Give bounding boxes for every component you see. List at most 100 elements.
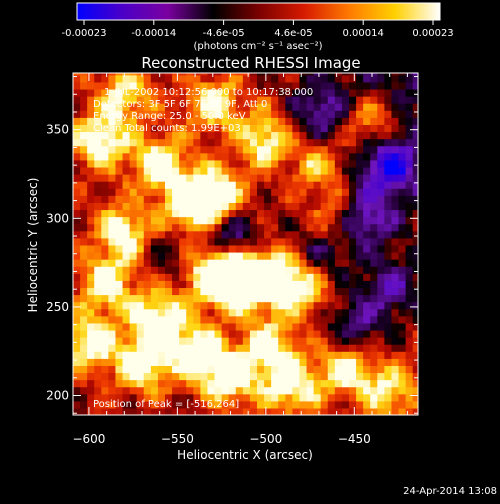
heatmap-cell <box>73 393 81 402</box>
heatmap-cell <box>228 230 237 239</box>
heatmap-cell <box>278 209 286 218</box>
heatmap-cell <box>101 73 109 76</box>
heatmap-cell <box>349 393 357 402</box>
heatmap-cell <box>101 386 109 395</box>
heatmap-cell <box>377 386 385 395</box>
heatmap-cell <box>249 74 258 83</box>
heatmap-cell <box>150 372 159 381</box>
heatmap-cell <box>278 230 286 239</box>
heatmap-cell <box>306 174 315 182</box>
heatmap-cell <box>412 230 418 239</box>
heatmap-cell <box>157 223 166 232</box>
heatmap-cell <box>228 259 237 267</box>
heatmap-cell <box>306 294 315 303</box>
heatmap-cell <box>242 351 251 359</box>
heatmap-cell <box>73 209 81 218</box>
heatmap-cell <box>221 266 230 274</box>
heatmap-cell <box>143 138 152 147</box>
heatmap-cell <box>278 96 286 104</box>
heatmap-cell <box>412 174 418 182</box>
heatmap-cell <box>115 386 124 395</box>
heatmap-cell <box>172 344 180 352</box>
heatmap-cell <box>87 365 95 374</box>
heatmap-cell <box>207 329 216 338</box>
heatmap-cell <box>214 329 223 338</box>
heatmap-cell <box>320 216 329 225</box>
heatmap-cell <box>136 329 145 338</box>
heatmap-cell <box>405 131 414 140</box>
heatmap-cell <box>384 322 393 331</box>
heatmap-cell <box>129 244 138 253</box>
heatmap-cell <box>249 372 258 381</box>
heatmap-cell <box>228 400 237 409</box>
heatmap-cell <box>398 73 407 76</box>
heatmap-cell <box>129 273 138 281</box>
heatmap-cell <box>115 372 124 381</box>
heatmap-cell <box>200 188 209 196</box>
heatmap-cell <box>249 110 258 118</box>
heatmap-cell <box>165 379 173 388</box>
heatmap-cell <box>200 251 209 260</box>
heatmap-cell <box>108 209 117 218</box>
heatmap-cell <box>377 358 385 366</box>
heatmap-cell <box>207 322 216 331</box>
heatmap-cell <box>370 230 378 239</box>
heatmap-cell <box>278 308 286 317</box>
heatmap-cell <box>221 365 230 374</box>
heatmap-cell <box>278 329 286 338</box>
heatmap-cell <box>193 188 201 196</box>
heatmap-cell <box>341 103 350 111</box>
heatmap-cell <box>122 81 131 90</box>
heatmap-cell <box>165 152 173 161</box>
heatmap-cell <box>200 280 209 289</box>
heatmap-cell <box>108 103 117 111</box>
heatmap-cell <box>179 329 187 338</box>
heatmap-cell <box>356 308 364 317</box>
heatmap-cell <box>405 88 414 97</box>
heatmap-cell <box>334 103 343 111</box>
heatmap-cell <box>214 230 223 239</box>
heatmap-cell <box>341 322 350 331</box>
heatmap-cell <box>299 294 308 303</box>
heatmap-cell <box>172 266 180 274</box>
heatmap-cell <box>242 188 251 196</box>
heatmap-cell <box>356 73 364 76</box>
heatmap-cell <box>356 266 364 274</box>
heatmap-cell <box>320 152 329 161</box>
heatmap-cell <box>313 166 322 175</box>
heatmap-cell <box>341 202 350 211</box>
footer-date: 24-Apr-2014 13:08 <box>403 486 497 497</box>
heatmap-cell <box>320 88 329 97</box>
heatmap-cell <box>122 259 131 267</box>
heatmap-cell <box>80 103 88 111</box>
heatmap-cell <box>150 393 159 402</box>
heatmap-cell <box>108 273 117 281</box>
heatmap-cell <box>80 159 88 168</box>
heatmap-cell <box>391 329 400 338</box>
heatmap-cell <box>264 73 272 76</box>
heatmap-cell <box>384 166 393 175</box>
heatmap-cell <box>157 308 166 317</box>
heatmap-cell <box>108 88 117 97</box>
heatmap-cell <box>285 400 293 409</box>
heatmap-cell <box>73 358 81 366</box>
heatmap-cell <box>235 209 244 218</box>
heatmap-cell <box>278 259 286 267</box>
heatmap-cell <box>320 159 329 168</box>
heatmap-cell <box>384 386 393 395</box>
heatmap-cell <box>143 386 152 395</box>
heatmap-cell <box>115 188 124 196</box>
heatmap-cell <box>313 145 322 154</box>
heatmap-cell <box>292 202 301 211</box>
heatmap-cell <box>165 81 173 90</box>
heatmap-cell <box>235 96 244 104</box>
heatmap-cell <box>214 181 223 189</box>
heatmap-cell <box>391 223 400 232</box>
heatmap-cell <box>186 337 194 345</box>
heatmap-cell <box>221 223 230 232</box>
heatmap-cell <box>228 174 237 182</box>
heatmap-cell <box>349 322 357 331</box>
heatmap-cell <box>257 344 265 352</box>
heatmap-cell <box>108 372 117 381</box>
